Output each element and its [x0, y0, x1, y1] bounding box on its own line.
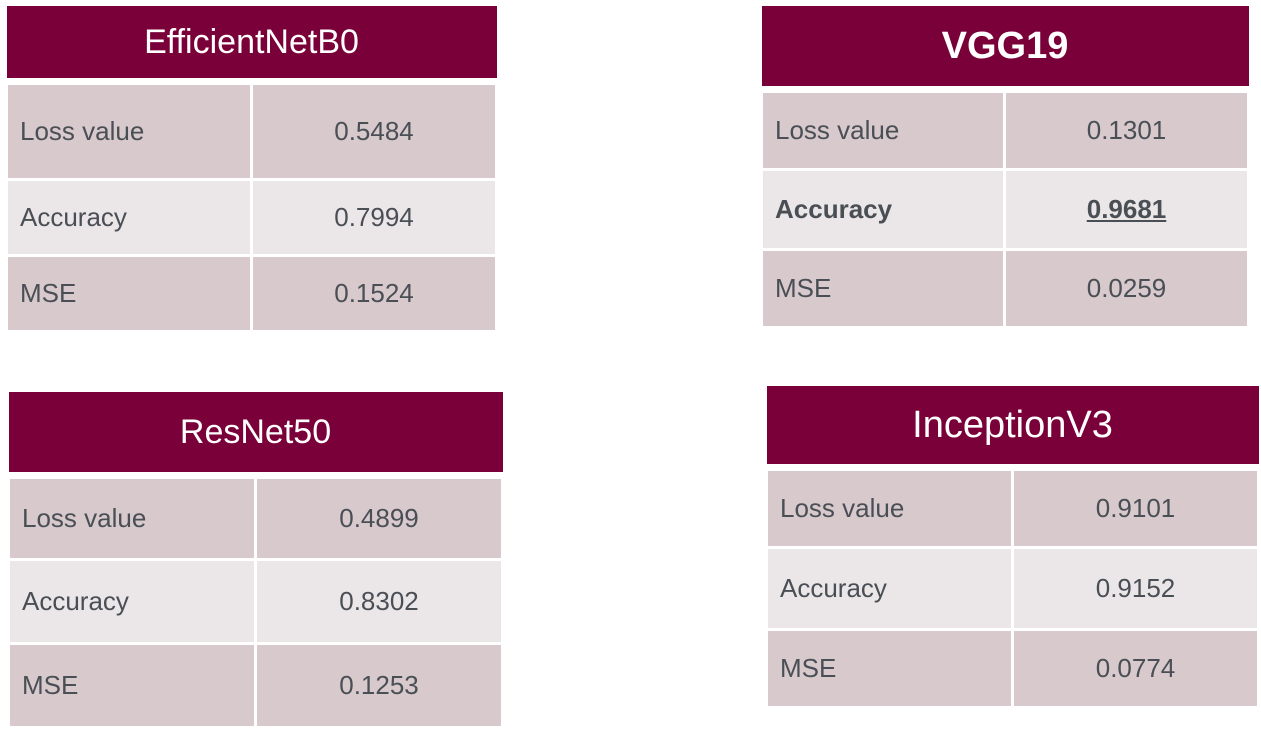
resnet50-table: ResNet50 Loss value 0.4899 Accuracy 0.83…: [7, 392, 505, 729]
metric-value: 0.9681: [1002, 168, 1251, 251]
metric-label: Accuracy: [5, 178, 253, 257]
table-row: Loss value 0.9101: [765, 468, 1260, 549]
table-row: MSE 0.0774: [765, 628, 1260, 709]
metric-label: Accuracy: [765, 546, 1014, 631]
metric-label: MSE: [5, 254, 253, 333]
metric-value: 0.1524: [249, 254, 499, 333]
table-row: Accuracy 0.9681: [760, 168, 1251, 251]
metric-label: Loss value: [760, 90, 1006, 171]
metric-value: 0.9152: [1011, 546, 1260, 631]
table-row: Accuracy 0.9152: [765, 546, 1260, 631]
efficientnet-title: EfficientNetB0: [6, 6, 497, 78]
inceptionv3-title: InceptionV3: [766, 386, 1259, 464]
metric-label: Accuracy: [7, 558, 257, 645]
metric-value: 0.9101: [1011, 468, 1260, 549]
metric-label: MSE: [760, 248, 1006, 329]
metric-value: 0.8302: [253, 558, 505, 645]
metric-value: 0.4899: [253, 476, 505, 561]
metric-value: 0.1301: [1002, 90, 1251, 171]
inceptionv3-table: InceptionV3 Loss value 0.9101 Accuracy 0…: [765, 386, 1260, 709]
metric-label: Loss value: [5, 82, 253, 181]
resnet50-title: ResNet50: [8, 392, 503, 472]
vgg19-table: VGG19 Loss value 0.1301 Accuracy 0.9681 …: [760, 6, 1251, 329]
table-row: Loss value 0.1301: [760, 90, 1251, 171]
metric-value: 0.0259: [1002, 248, 1251, 329]
metric-label: Loss value: [7, 476, 257, 561]
metric-label: MSE: [7, 642, 257, 729]
table-row: Accuracy 0.8302: [7, 558, 505, 645]
table-row: MSE 0.0259: [760, 248, 1251, 329]
table-row: MSE 0.1253: [7, 642, 505, 729]
metric-value: 0.0774: [1011, 628, 1260, 709]
metric-label: Loss value: [765, 468, 1014, 549]
metric-label: MSE: [765, 628, 1014, 709]
table-row: Loss value 0.4899: [7, 476, 505, 561]
table-row: MSE 0.1524: [5, 254, 499, 333]
metric-label: Accuracy: [760, 168, 1006, 251]
table-row: Loss value 0.5484: [5, 82, 499, 181]
efficientnet-table: EfficientNetB0 Loss value 0.5484 Accurac…: [5, 6, 499, 333]
metric-value: 0.1253: [253, 642, 505, 729]
vgg19-title: VGG19: [761, 6, 1249, 86]
metric-value: 0.5484: [249, 82, 499, 181]
metric-value: 0.7994: [249, 178, 499, 257]
table-row: Accuracy 0.7994: [5, 178, 499, 257]
